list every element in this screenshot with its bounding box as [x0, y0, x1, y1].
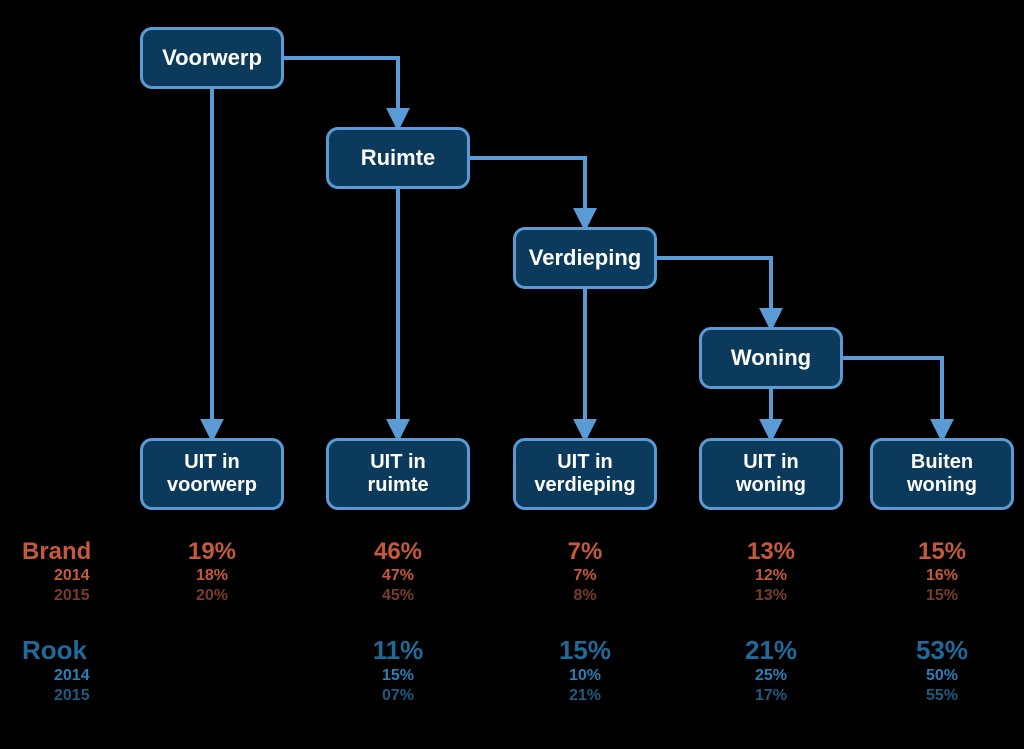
value-brand_2015-ruimte: 45% [348, 587, 448, 605]
node-label: UIT in woning [736, 451, 806, 497]
value-brand-verdieping: 7% [535, 538, 635, 566]
value-rook-woning: 21% [721, 635, 821, 666]
row-label-rook-2015: 2015 [54, 687, 90, 705]
node-ruimte: Ruimte [326, 127, 470, 189]
node-uit-voorwerp: UIT in voorwerp [140, 438, 284, 510]
node-woning: Woning [699, 327, 843, 389]
value-rook_2015-woning: 17% [721, 687, 821, 705]
value-brand-ruimte: 46% [348, 538, 448, 566]
node-uit-woning: UIT in woning [699, 438, 843, 510]
value-rook-buiten: 53% [892, 635, 992, 666]
node-uit-ruimte: UIT in ruimte [326, 438, 470, 510]
value-brand_2014-buiten: 16% [892, 567, 992, 585]
diagram-canvas: Voorwerp Ruimte Verdieping Woning UIT in… [0, 0, 1024, 749]
node-label: Voorwerp [162, 45, 262, 70]
connector [657, 258, 771, 327]
connector [843, 358, 942, 438]
row-label-rook-2014: 2014 [54, 667, 90, 685]
node-label: UIT in verdieping [534, 451, 635, 497]
value-rook-ruimte: 11% [348, 635, 448, 666]
value-rook_2015-buiten: 55% [892, 687, 992, 705]
value-brand_2014-ruimte: 47% [348, 567, 448, 585]
value-brand_2015-verdieping: 8% [535, 587, 635, 605]
row-label-rook: Rook [22, 635, 87, 666]
value-brand-buiten: 15% [892, 538, 992, 566]
node-label: UIT in voorwerp [167, 451, 257, 497]
value-rook_2014-verdieping: 10% [535, 667, 635, 685]
node-label: UIT in ruimte [367, 451, 428, 497]
node-voorwerp: Voorwerp [140, 27, 284, 89]
value-rook_2014-ruimte: 15% [348, 667, 448, 685]
value-brand_2015-woning: 13% [721, 587, 821, 605]
value-rook_2015-ruimte: 07% [348, 687, 448, 705]
node-label: Verdieping [529, 245, 641, 270]
node-label: Woning [731, 345, 811, 370]
node-label: Ruimte [361, 145, 436, 170]
value-brand_2014-voorwerp: 18% [162, 567, 262, 585]
row-label-brand-2014: 2014 [54, 567, 90, 585]
value-rook_2014-buiten: 50% [892, 667, 992, 685]
value-brand-woning: 13% [721, 538, 821, 566]
row-label-brand-2015: 2015 [54, 587, 90, 605]
node-label: Buiten woning [907, 451, 977, 497]
connector [470, 158, 585, 227]
value-brand_2014-woning: 12% [721, 567, 821, 585]
value-rook_2014-woning: 25% [721, 667, 821, 685]
node-buiten-woning: Buiten woning [870, 438, 1014, 510]
value-rook-verdieping: 15% [535, 635, 635, 666]
value-brand-voorwerp: 19% [162, 538, 262, 566]
node-uit-verdieping: UIT in verdieping [513, 438, 657, 510]
value-brand_2015-buiten: 15% [892, 587, 992, 605]
connector [284, 58, 398, 127]
connectors-layer [0, 0, 1024, 749]
value-rook_2015-verdieping: 21% [535, 687, 635, 705]
value-brand_2014-verdieping: 7% [535, 567, 635, 585]
value-brand_2015-voorwerp: 20% [162, 587, 262, 605]
node-verdieping: Verdieping [513, 227, 657, 289]
row-label-brand: Brand [22, 538, 91, 566]
